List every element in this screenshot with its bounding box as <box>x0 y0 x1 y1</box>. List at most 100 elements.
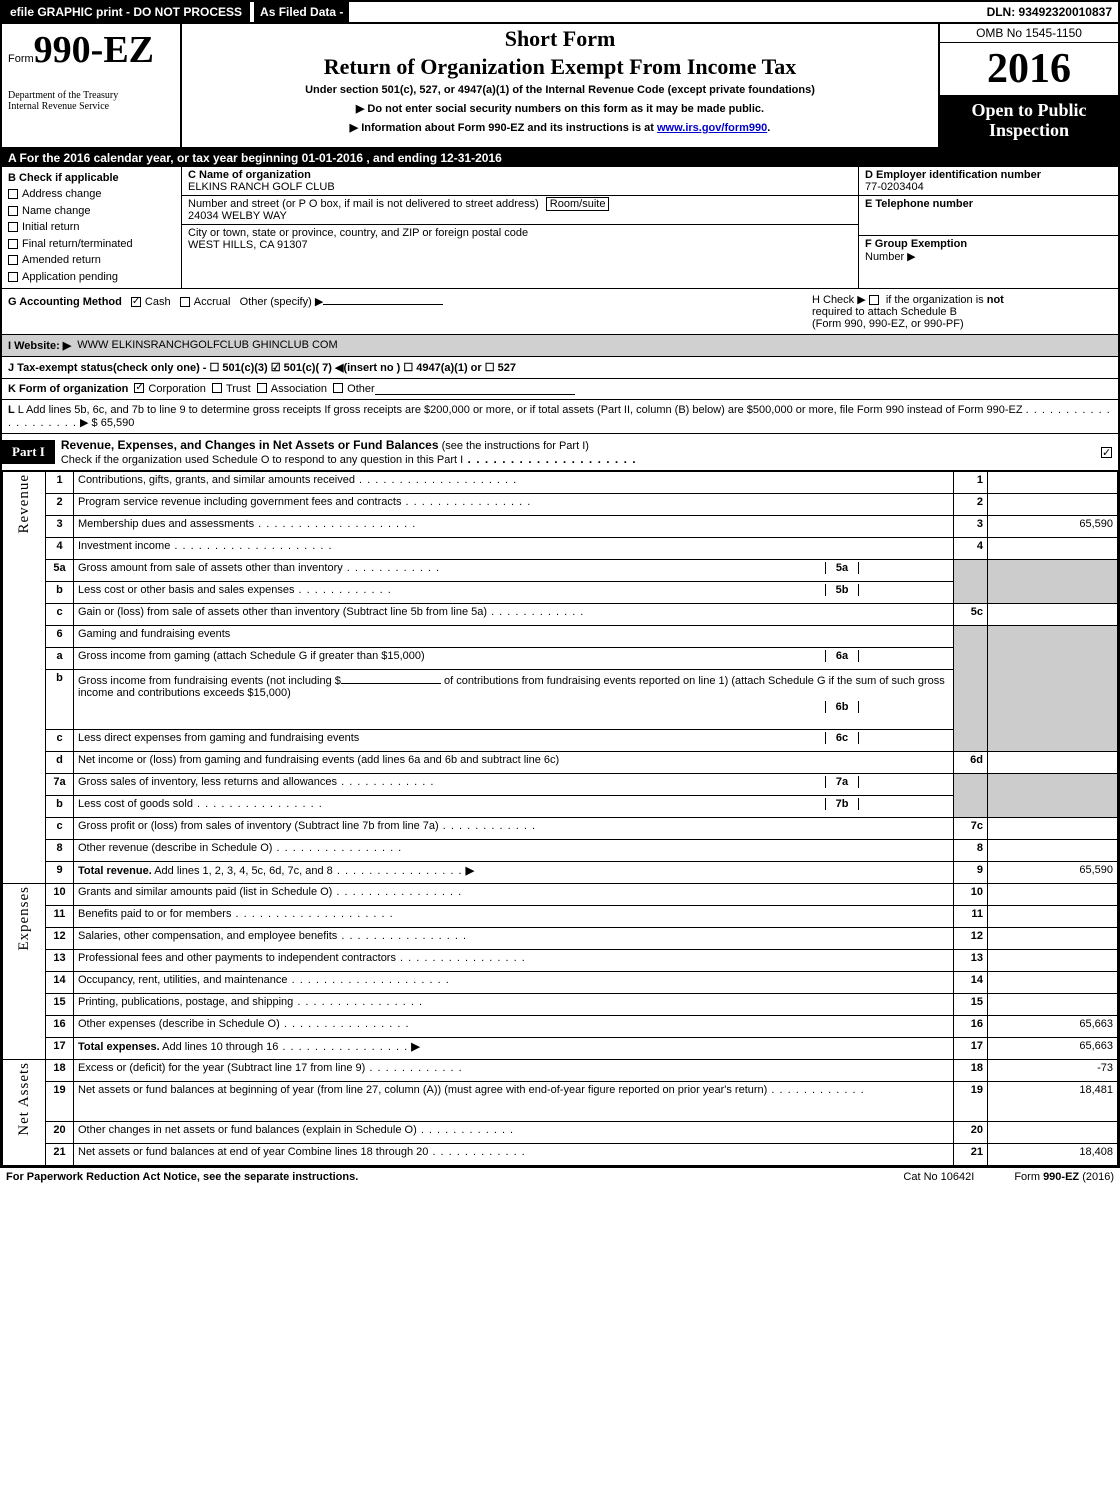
d-ein: 77-0203404 <box>865 181 1112 193</box>
line-15-ref: 15 <box>954 994 988 1016</box>
line-4-amt <box>988 538 1118 560</box>
line-12-num: 12 <box>46 928 74 950</box>
line-7a-num: 7a <box>46 774 74 796</box>
info-text-2: . <box>767 122 770 134</box>
footer-cat: Cat No 10642I <box>903 1171 974 1183</box>
line-4-ref: 4 <box>954 538 988 560</box>
part-i-sub: (see the instructions for Part I) <box>439 440 589 452</box>
chk-final-return[interactable] <box>8 239 18 249</box>
part-i-title: Revenue, Expenses, and Changes in Net As… <box>55 434 643 470</box>
line-16-desc: Other expenses (describe in Schedule O) <box>74 1016 954 1038</box>
d-ein-label: D Employer identification number <box>865 169 1112 181</box>
line-10-desc: Grants and similar amounts paid (list in… <box>74 884 954 906</box>
line-11-desc: Benefits paid to or for members <box>74 906 954 928</box>
line-13-desc: Professional fees and other payments to … <box>74 950 954 972</box>
line-15-num: 15 <box>46 994 74 1016</box>
form-header: Form990-EZ Department of the Treasury In… <box>2 24 1118 149</box>
i-label: I Website: ▶ <box>8 339 71 352</box>
info-notice: ▶ Information about Form 990-EZ and its … <box>190 121 930 134</box>
line-7b-num: b <box>46 796 74 818</box>
h-not: not <box>987 294 1004 306</box>
part-i-label: Part I <box>2 440 55 464</box>
footer-note: For Paperwork Reduction Act Notice, see … <box>6 1171 358 1183</box>
g-label: G Accounting Method <box>8 296 122 308</box>
line-17-num: 17 <box>46 1038 74 1060</box>
part-i-header: Part I Revenue, Expenses, and Changes in… <box>2 433 1118 471</box>
line-6a-desc: Gross income from gaming (attach Schedul… <box>74 648 954 670</box>
line-6c-desc: Less direct expenses from gaming and fun… <box>74 730 954 752</box>
short-form-label: Short Form <box>190 26 930 52</box>
form-prefix: Form <box>8 53 34 65</box>
c-street: 24034 WELBY WAY <box>188 210 852 222</box>
revenue-section-label: Revenue <box>3 472 46 884</box>
row-a-calendar-year: A For the 2016 calendar year, or tax yea… <box>2 149 1118 167</box>
line-11-ref: 11 <box>954 906 988 928</box>
chk-accrual[interactable] <box>180 297 190 307</box>
line-4-desc: Investment income <box>74 538 954 560</box>
part-i-table: Revenue 1 Contributions, gifts, grants, … <box>2 471 1118 1166</box>
line-10-ref: 10 <box>954 884 988 906</box>
other-specify-field[interactable] <box>323 293 443 305</box>
line-20-amt <box>988 1122 1118 1144</box>
chk-trust[interactable] <box>212 383 222 393</box>
line-5b-desc: Less cost or other basis and sales expen… <box>74 582 954 604</box>
line-6a-num: a <box>46 648 74 670</box>
line-2-ref: 2 <box>954 494 988 516</box>
chk-name-change[interactable] <box>8 206 18 216</box>
line-18-amt: -73 <box>988 1060 1118 1082</box>
line-21-desc: Net assets or fund balances at end of ye… <box>74 1144 954 1166</box>
line-9-desc: Total revenue. Add lines 1, 2, 3, 4, 5c,… <box>74 862 954 884</box>
irs-link[interactable]: www.irs.gov/form990 <box>657 122 767 134</box>
chk-application-pending[interactable] <box>8 272 18 282</box>
line-19-ref: 19 <box>954 1082 988 1122</box>
line-19-amt: 18,481 <box>988 1082 1118 1122</box>
line-20-num: 20 <box>46 1122 74 1144</box>
lbl-application-pending: Application pending <box>22 271 118 283</box>
chk-initial-return[interactable] <box>8 222 18 232</box>
row-j: J Tax-exempt status(check only one) - ☐ … <box>2 357 1118 379</box>
line-6d-amt <box>988 752 1118 774</box>
line-19-desc: Net assets or fund balances at beginning… <box>74 1082 954 1122</box>
lbl-cash: Cash <box>145 296 171 308</box>
line-6d-ref: 6d <box>954 752 988 774</box>
line-13-ref: 13 <box>954 950 988 972</box>
col-def: D Employer identification number 77-0203… <box>858 167 1118 289</box>
line-3-desc: Membership dues and assessments <box>74 516 954 538</box>
lbl-accrual: Accrual <box>194 296 231 308</box>
lbl-trust: Trust <box>226 383 251 395</box>
lbl-other-specify: Other (specify) ▶ <box>240 296 324 308</box>
page-footer: For Paperwork Reduction Act Notice, see … <box>0 1168 1120 1186</box>
line-8-desc: Other revenue (describe in Schedule O) <box>74 840 954 862</box>
chk-cash[interactable] <box>131 297 141 307</box>
line-14-amt <box>988 972 1118 994</box>
chk-assoc[interactable] <box>257 383 267 393</box>
line-1-desc: Contributions, gifts, grants, and simila… <box>74 472 954 494</box>
line-7c-num: c <box>46 818 74 840</box>
line-12-desc: Salaries, other compensation, and employ… <box>74 928 954 950</box>
lbl-final-return: Final return/terminated <box>22 238 133 250</box>
line-18-desc: Excess or (deficit) for the year (Subtra… <box>74 1060 954 1082</box>
row-k: K Form of organization Corporation Trust… <box>2 379 1118 400</box>
netassets-section-label: Net Assets <box>3 1060 46 1166</box>
h-text1: H Check ▶ <box>812 294 866 306</box>
line-17-desc: Total expenses. Add lines 10 through 16 … <box>74 1038 954 1060</box>
other-field[interactable] <box>375 383 575 395</box>
header-right: OMB No 1545-1150 2016 Open to Public Ins… <box>938 24 1118 147</box>
c-city-label: City or town, state or province, country… <box>188 227 852 239</box>
lbl-corp: Corporation <box>148 383 205 395</box>
h-text4: (Form 990, 990-EZ, or 990-PF) <box>812 318 964 330</box>
line-6b-desc: Gross income from fundraising events (no… <box>74 670 954 730</box>
line-7b-desc: Less cost of goods sold7b <box>74 796 954 818</box>
chk-part-i[interactable] <box>1101 447 1112 458</box>
chk-h[interactable] <box>869 295 879 305</box>
col-b: B Check if applicable Address change Nam… <box>2 167 182 289</box>
lbl-initial-return: Initial return <box>22 221 79 233</box>
j-text: J Tax-exempt status(check only one) - ☐ … <box>8 361 516 374</box>
c-name-label: C Name of organization <box>188 169 852 181</box>
chk-other[interactable] <box>333 383 343 393</box>
chk-amended-return[interactable] <box>8 255 18 265</box>
chk-address-change[interactable] <box>8 189 18 199</box>
l-tail: ▶ $ 65,590 <box>80 417 134 429</box>
chk-corp[interactable] <box>134 383 144 393</box>
line-21-ref: 21 <box>954 1144 988 1166</box>
